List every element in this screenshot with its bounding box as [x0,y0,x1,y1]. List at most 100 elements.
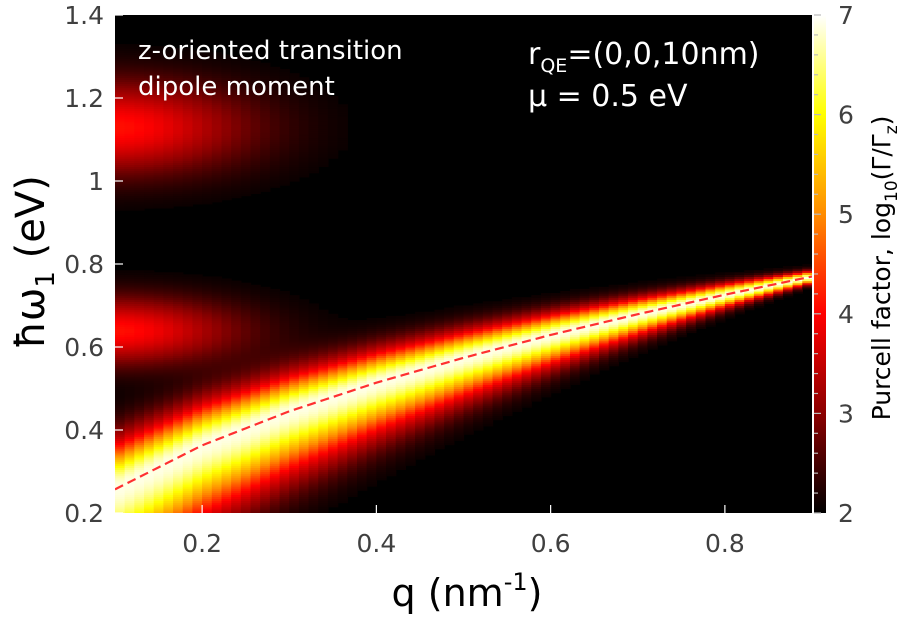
heatmap-cell [308,357,319,361]
heatmap-cell [202,413,213,417]
heatmap-cell [173,355,184,358]
heatmap-cell [289,398,300,402]
heatmap-cell [308,164,319,168]
heatmap-cell [124,403,135,406]
heatmap-cell [221,446,232,450]
heatmap-cell [115,56,126,60]
heatmap-cell [231,160,242,163]
heatmap-cell [182,73,194,76]
heatmap-cell [357,454,368,458]
heatmap-cell [308,307,319,311]
heatmap-cell [260,344,271,348]
heatmap-cell [182,91,194,95]
heatmap-cell [298,398,310,402]
heatmap-cell [260,425,271,429]
heatmap-cell [308,108,319,112]
heatmap-cell [347,369,358,373]
heatmap-cell [337,380,348,383]
heatmap-cell [279,440,290,444]
heatmap-cell [124,181,135,184]
heatmap-cell [415,403,426,406]
heatmap-cell [115,311,126,315]
heatmap-cell [405,359,416,363]
heatmap-cell [289,394,300,398]
heatmap-cell [240,357,252,361]
heatmap-cell [337,367,348,371]
heatmap-cell [163,411,174,414]
heatmap-cell [240,89,252,93]
heatmap-cell [279,68,290,72]
heatmap-cell [134,137,145,141]
heatmap-cell [386,353,397,356]
heatmap-cell [327,324,339,327]
heatmap-cell [221,488,232,491]
heatmap-cell [444,392,455,396]
heatmap-cell [444,353,455,356]
heatmap-cell [144,369,155,373]
heatmap-cell [279,434,290,437]
heatmap-cell [124,56,135,60]
heatmap-cell [173,201,184,205]
heatmap-cell [366,342,377,346]
heatmap-cell [250,183,261,186]
heatmap-cell [376,430,387,433]
heatmap-cell [221,394,232,398]
heatmap-cell [115,386,126,390]
heatmap-cell [240,421,252,425]
heatmap-cell [376,396,387,400]
heatmap-cell [250,288,261,292]
heatmap-cell [298,423,310,427]
heatmap-cell [386,380,397,383]
heatmap-cell [318,127,329,130]
heatmap-cell [298,303,310,307]
heatmap-cell [221,110,232,114]
heatmap-cell [173,145,184,149]
heatmap-cell [182,158,194,161]
heatmap-cell [124,432,135,435]
heatmap-cell [231,156,242,159]
heatmap-cell [134,118,145,122]
heatmap-cell [357,440,368,444]
heatmap-cell [211,324,223,327]
heatmap-cell [144,351,155,354]
heatmap-cell [221,156,232,159]
heatmap-cell [318,141,329,145]
heatmap-cell [115,340,126,344]
heatmap-cell [395,355,407,358]
heatmap-cell [182,373,194,377]
heatmap-cell [395,357,407,361]
heatmap-cell [415,452,426,456]
heatmap-cell [231,301,242,305]
heatmap-cell [144,328,155,331]
heatmap-cell [153,365,164,369]
heatmap-cell [163,156,174,159]
heatmap-cell [192,496,203,500]
heatmap-cell [260,93,271,97]
heatmap-cell [279,93,290,97]
heatmap-cell [240,81,252,85]
heatmap-cell [211,52,223,56]
heatmap-cell [221,284,232,288]
heatmap-cell [250,454,261,458]
heatmap-cell [124,143,135,147]
heatmap-cell [221,384,232,388]
heatmap-cell [386,430,397,433]
heatmap-cell [386,461,397,464]
heatmap-cell [347,475,358,479]
heatmap-cell [144,407,155,410]
heatmap-cell [337,330,348,334]
heatmap-cell [434,413,445,417]
heatmap-cell [163,465,174,468]
heatmap-cell [192,415,203,419]
heatmap-cell [211,355,223,358]
heatmap-cell [221,415,232,419]
heatmap-cell [250,483,261,487]
heatmap-cell [327,386,339,390]
heatmap-cell [347,494,358,497]
heatmap-cell [144,120,155,124]
heatmap-cell [192,303,203,307]
heatmap-cell [144,398,155,402]
heatmap-cell [386,320,397,323]
heatmap-cell [144,336,155,340]
heatmap-cell [221,77,232,80]
